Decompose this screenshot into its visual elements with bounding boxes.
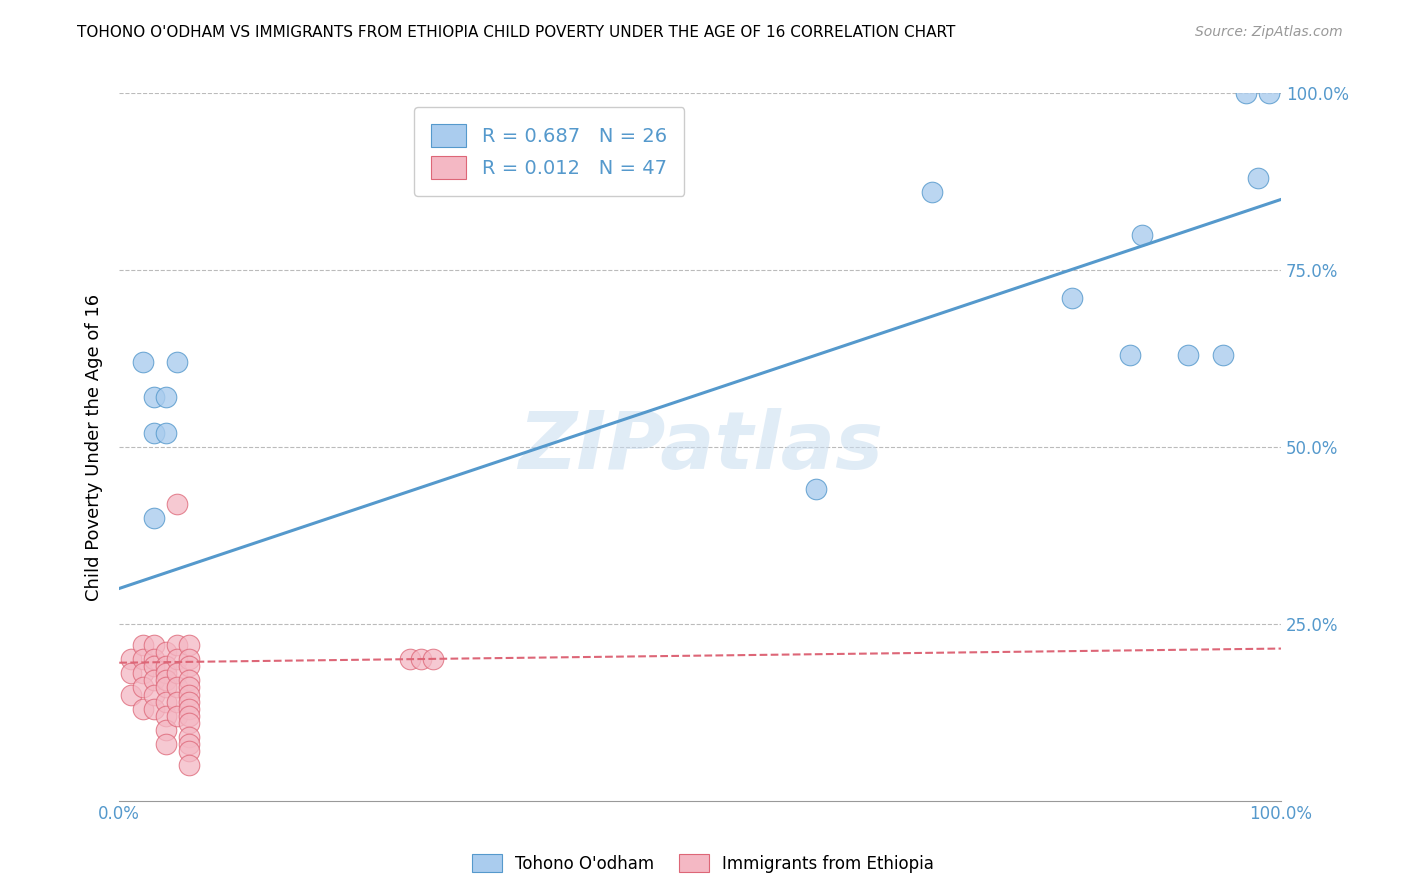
Point: [120, 666, 142, 681]
Point: [1212, 348, 1234, 362]
Text: ZIPatlas: ZIPatlas: [517, 408, 883, 486]
Point: [177, 681, 200, 695]
Point: [155, 681, 177, 695]
Point: [177, 730, 200, 744]
Point: [411, 652, 433, 666]
Point: [143, 688, 166, 702]
Point: [155, 673, 177, 688]
Point: [131, 681, 153, 695]
Point: [166, 638, 188, 652]
Point: [1177, 348, 1199, 362]
Point: [422, 178, 444, 193]
Point: [120, 652, 142, 666]
Point: [177, 737, 200, 751]
Point: [131, 638, 153, 652]
Point: [143, 638, 166, 652]
Point: [166, 681, 188, 695]
Point: [1119, 348, 1142, 362]
Point: [806, 483, 828, 497]
Point: [143, 701, 166, 715]
Point: [143, 659, 166, 673]
Point: [177, 744, 200, 758]
Point: [155, 666, 177, 681]
Point: [1247, 171, 1270, 186]
Point: [155, 391, 177, 405]
Point: [131, 652, 153, 666]
Point: [131, 701, 153, 715]
Point: [1258, 87, 1281, 101]
Y-axis label: Child Poverty Under the Age of 16: Child Poverty Under the Age of 16: [86, 293, 103, 600]
Point: [166, 497, 188, 511]
Point: [1234, 87, 1257, 101]
Point: [177, 701, 200, 715]
Point: [155, 723, 177, 737]
Legend: R = 0.687   N = 26, R = 0.012   N = 47: R = 0.687 N = 26, R = 0.012 N = 47: [413, 107, 685, 196]
Point: [155, 645, 177, 659]
Point: [1130, 227, 1153, 242]
Point: [166, 708, 188, 723]
Point: [120, 688, 142, 702]
Point: [422, 652, 444, 666]
Point: [1060, 292, 1083, 306]
Text: Source: ZipAtlas.com: Source: ZipAtlas.com: [1195, 25, 1343, 39]
Point: [398, 652, 420, 666]
Point: [143, 510, 166, 524]
Point: [177, 758, 200, 772]
Point: [155, 425, 177, 440]
Point: [166, 695, 188, 709]
Point: [131, 666, 153, 681]
Point: [143, 391, 166, 405]
Point: [177, 715, 200, 730]
Point: [155, 737, 177, 751]
Point: [143, 425, 166, 440]
Point: [177, 659, 200, 673]
Point: [155, 659, 177, 673]
Point: [177, 673, 200, 688]
Point: [177, 708, 200, 723]
Point: [131, 355, 153, 369]
Legend: Tohono O'odham, Immigrants from Ethiopia: Tohono O'odham, Immigrants from Ethiopia: [465, 847, 941, 880]
Point: [166, 652, 188, 666]
Point: [155, 708, 177, 723]
Point: [177, 695, 200, 709]
Point: [155, 695, 177, 709]
Point: [166, 666, 188, 681]
Point: [143, 673, 166, 688]
Point: [166, 355, 188, 369]
Point: [143, 652, 166, 666]
Point: [177, 638, 200, 652]
Point: [177, 688, 200, 702]
Point: [921, 186, 943, 200]
Text: TOHONO O'ODHAM VS IMMIGRANTS FROM ETHIOPIA CHILD POVERTY UNDER THE AGE OF 16 COR: TOHONO O'ODHAM VS IMMIGRANTS FROM ETHIOP…: [77, 25, 956, 40]
Point: [177, 652, 200, 666]
